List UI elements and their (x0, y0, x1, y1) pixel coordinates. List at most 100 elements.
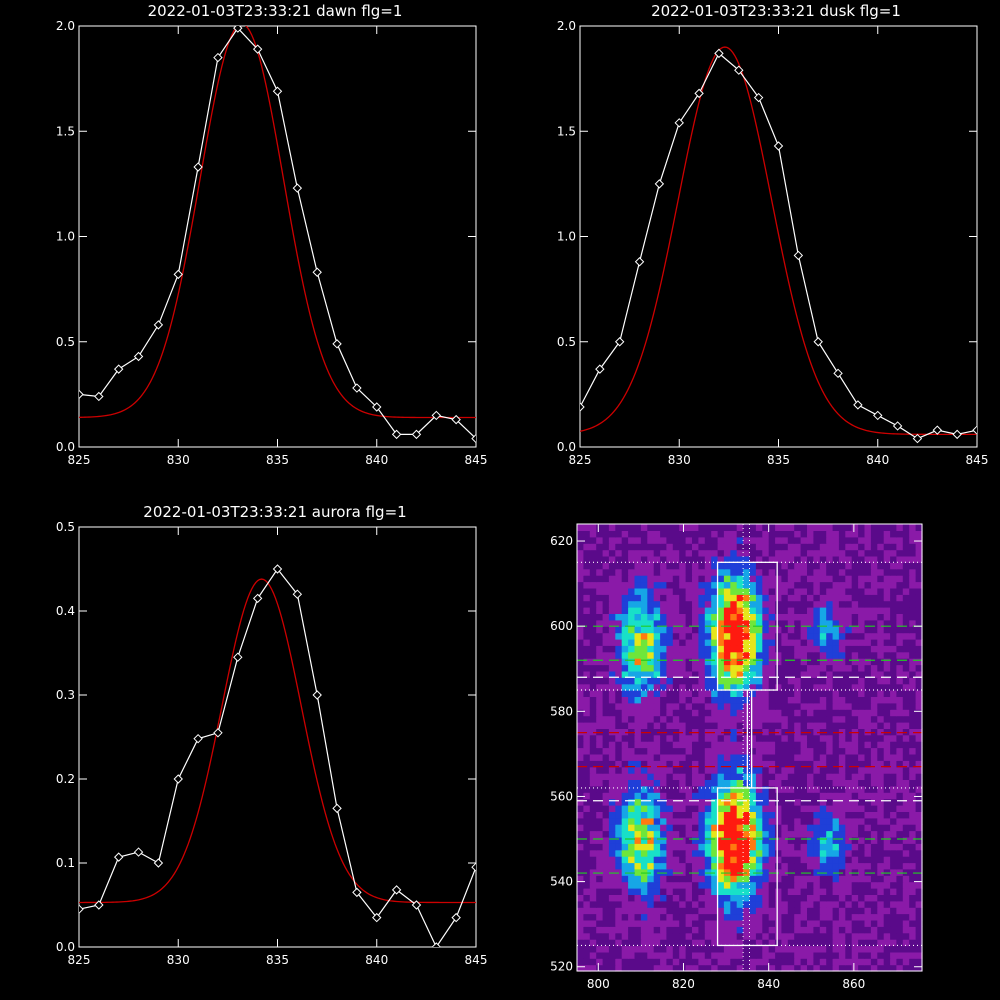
image-pixel (762, 600, 770, 608)
image-pixel (845, 645, 853, 653)
image-pixel (730, 683, 738, 691)
image-pixel (755, 696, 763, 704)
image-pixel (647, 536, 655, 544)
image-pixel (896, 766, 904, 774)
image-pixel (864, 670, 872, 678)
image-pixel (768, 702, 776, 710)
aurora-x-tick-label: 830 (167, 953, 190, 967)
image-pixel (781, 919, 789, 927)
image-pixel (832, 702, 840, 710)
image-pixel (755, 715, 763, 723)
image-pixel (602, 926, 610, 934)
image-pixel (621, 805, 629, 812)
image-pixel (838, 690, 846, 697)
image-pixel (583, 843, 591, 851)
image-pixel (864, 824, 872, 832)
image-pixel (640, 619, 648, 627)
image-pixel (666, 830, 674, 838)
image-pixel (577, 632, 584, 640)
image-pixel (723, 856, 731, 864)
image-pixel (762, 760, 770, 768)
image-pixel (877, 805, 885, 812)
image-pixel (800, 805, 808, 812)
image-pixel (615, 607, 623, 614)
image-pixel (826, 932, 834, 940)
image-pixel (787, 600, 795, 608)
image-pixel (685, 900, 693, 908)
image-pixel (813, 932, 821, 940)
image-pixel (640, 524, 648, 531)
image-pixel (787, 958, 795, 966)
image-pixel (577, 702, 584, 710)
image-pixel (775, 677, 783, 685)
image-pixel (832, 798, 840, 806)
image-pixel (826, 658, 834, 666)
image-pixel (679, 651, 687, 659)
image-pixel (775, 868, 783, 876)
image-pixel (589, 709, 597, 717)
image-pixel (711, 862, 719, 870)
image-pixel (845, 766, 853, 774)
image-pixel (883, 951, 891, 959)
image-pixel (794, 562, 802, 570)
image-pixel (775, 728, 783, 736)
image-pixel (672, 702, 680, 710)
image-pixel (596, 549, 604, 557)
image-pixel (736, 849, 744, 857)
image-pixel (807, 785, 814, 793)
image-pixel (717, 792, 725, 800)
image-pixel (653, 843, 661, 851)
image-pixel (608, 626, 616, 634)
image-pixel (583, 951, 591, 959)
image-pixel (832, 881, 840, 889)
image-pixel (858, 964, 866, 972)
image-pixel (596, 894, 604, 902)
image-pixel (621, 696, 629, 704)
image-pixel (615, 811, 623, 819)
image-pixel (615, 645, 623, 653)
image-pixel (890, 881, 898, 889)
image-pixel (851, 638, 859, 646)
image-pixel (704, 964, 712, 972)
image-pixel (864, 722, 872, 729)
image-pixel (845, 900, 853, 908)
image-pixel (902, 587, 910, 595)
image-pixel (672, 741, 680, 749)
image-pixel (838, 830, 846, 838)
image-pixel (647, 805, 655, 812)
image-pixel (704, 779, 712, 787)
image-pixel (896, 856, 904, 864)
image-pixel (838, 792, 846, 800)
image-pixel (819, 862, 827, 870)
image-pixel (787, 575, 795, 583)
image-pixel (851, 805, 859, 812)
image-pixel (768, 779, 776, 787)
image-pixel (628, 664, 636, 672)
image-pixel (794, 690, 802, 697)
image-pixel (909, 728, 917, 736)
image-pixel (723, 741, 731, 749)
image-pixel (877, 747, 885, 755)
image-pixel (768, 709, 776, 717)
image-pixel (775, 658, 783, 666)
image-pixel (589, 824, 597, 832)
image-pixel (602, 939, 610, 947)
image-pixel (704, 932, 712, 940)
image-pixel (704, 766, 712, 774)
image-pixel (672, 881, 680, 889)
image-pixel (723, 715, 731, 723)
image-pixel (596, 792, 604, 800)
image-pixel (685, 747, 693, 755)
image-pixel (711, 575, 719, 583)
image-pixel (794, 581, 802, 589)
image-pixel (775, 722, 783, 729)
image-pixel (851, 587, 859, 595)
image-pixel (615, 613, 623, 621)
image-pixel (640, 543, 648, 551)
aurora-x-tick-label: 825 (68, 953, 91, 967)
image-pixel (890, 575, 898, 583)
image-pixel (794, 753, 802, 761)
image-pixel (608, 894, 616, 902)
image-pixel (672, 664, 680, 672)
